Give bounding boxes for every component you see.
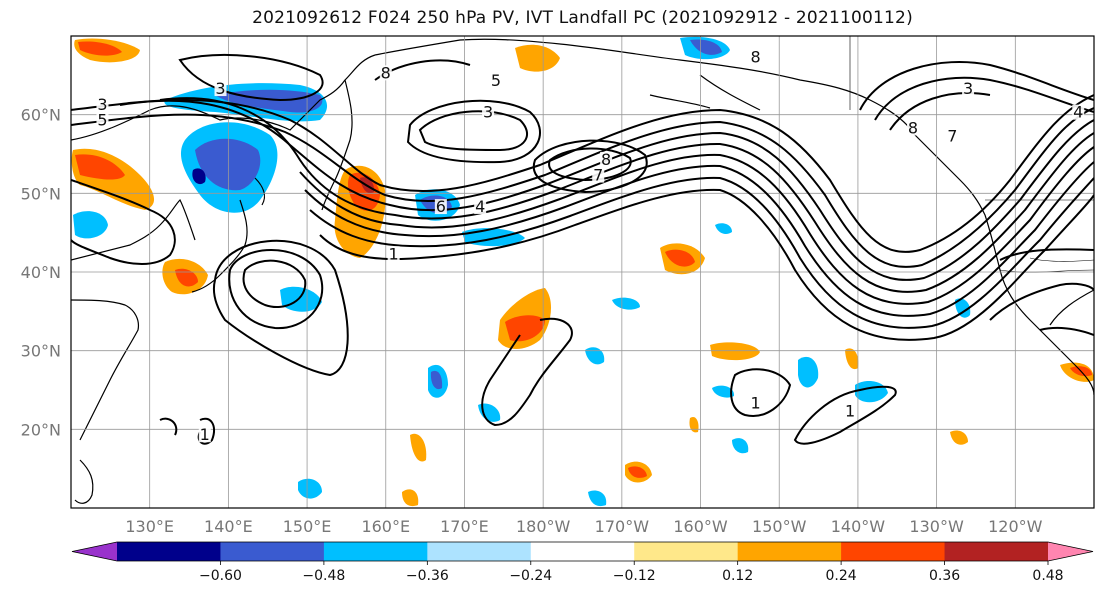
lon-tick-label: 160°W bbox=[673, 517, 728, 536]
contour-label-halo bbox=[96, 96, 109, 112]
contour-label-halo bbox=[749, 395, 762, 411]
contour-label: 3 bbox=[483, 103, 493, 122]
contour-lines bbox=[71, 54, 1094, 445]
contour-label-halo bbox=[474, 199, 487, 215]
contour-label-halo bbox=[907, 120, 920, 136]
lon-tick-label: 150°E bbox=[283, 517, 332, 536]
contour-label-halo bbox=[96, 112, 109, 128]
colorbar-tick-label: −0.60 bbox=[199, 568, 242, 584]
lat-tick-label: 40°N bbox=[21, 263, 61, 282]
colorbar-segment bbox=[634, 542, 739, 561]
lon-tick-label: 160°E bbox=[361, 517, 410, 536]
colorbar-tick-label: 0.48 bbox=[1032, 568, 1063, 584]
colorbar-segment bbox=[530, 542, 635, 561]
lon-tick-label: 180°W bbox=[516, 517, 571, 536]
colorbar-extend-high bbox=[1048, 542, 1093, 561]
lat-tick-label: 20°N bbox=[21, 420, 61, 439]
colorbar-extend-low bbox=[72, 542, 117, 561]
contour-label-halo bbox=[946, 128, 959, 144]
contour-label-halo bbox=[844, 403, 857, 419]
lon-tick-label: 120°W bbox=[988, 517, 1043, 536]
contour-label: 4 bbox=[1073, 103, 1083, 122]
colorbar-tick-label: −0.36 bbox=[406, 568, 449, 584]
contour-label: 3 bbox=[963, 79, 973, 98]
lon-tick-label: 130°E bbox=[125, 517, 174, 536]
colorbar-segment bbox=[737, 542, 842, 561]
colorbar-tick-label: −0.24 bbox=[509, 568, 552, 584]
latitude-labels: 60°N 50°N 40°N 30°N 20°N bbox=[21, 106, 61, 440]
lon-tick-label: 170°W bbox=[595, 517, 650, 536]
contour-label: 7 bbox=[593, 166, 603, 185]
contour-label: 7 bbox=[947, 126, 957, 145]
contour-label-halo bbox=[434, 199, 447, 215]
contour-label-halo bbox=[379, 65, 392, 81]
colorbar-tick-label: −0.48 bbox=[302, 568, 345, 584]
contour-label-halo bbox=[387, 246, 400, 262]
contour-label: 1 bbox=[845, 402, 855, 421]
pv-anomaly-shading bbox=[71, 36, 1094, 507]
lon-tick-label: 130°W bbox=[909, 517, 964, 536]
map-frame bbox=[70, 35, 1095, 509]
colorbar-segment bbox=[117, 542, 221, 561]
contour-label: 5 bbox=[491, 71, 501, 90]
colorbar-tick-label: −0.12 bbox=[613, 568, 656, 584]
colorbar-segment bbox=[323, 542, 428, 561]
longitude-labels: 130°E 140°E 150°E 160°E 170°E 180°W 170°W 160°W… bbox=[125, 517, 1042, 536]
colorbar-segment bbox=[220, 542, 325, 561]
colorbar-outline bbox=[71, 541, 1094, 562]
contour-label-halo bbox=[600, 151, 613, 167]
contour-label: 8 bbox=[601, 150, 611, 169]
contour-label: 3 bbox=[215, 79, 225, 98]
contour-label-halo bbox=[198, 427, 211, 443]
contour-label: 1 bbox=[200, 425, 210, 444]
contour-label: 8 bbox=[908, 118, 918, 137]
lat-tick-label: 60°N bbox=[21, 106, 61, 125]
contour-label-halo bbox=[489, 73, 502, 89]
lon-tick-label: 150°W bbox=[752, 517, 807, 536]
colorbar: −0.60 −0.48 −0.36 −0.24 −0.12 0.12 0.24 0.36 0.4… bbox=[71, 541, 1094, 584]
contour-label: 1 bbox=[389, 244, 399, 263]
colorbar-segment bbox=[427, 542, 532, 561]
contour-label: 8 bbox=[381, 63, 391, 82]
lat-tick-label: 30°N bbox=[21, 342, 61, 361]
figure-title: 2021092612 F024 250 hPa PV, IVT Landfall… bbox=[252, 8, 913, 28]
contour-label: 8 bbox=[751, 48, 761, 67]
colorbar-segment bbox=[841, 542, 946, 561]
contour-label-halo bbox=[1072, 104, 1085, 120]
contour-label-halo bbox=[214, 81, 227, 97]
contour-label: 4 bbox=[475, 197, 485, 216]
lon-tick-label: 140°W bbox=[831, 517, 886, 536]
colorbar-tick-label: 0.36 bbox=[929, 568, 960, 584]
contour-label: 6 bbox=[436, 197, 446, 216]
colorbar-tick-label: 0.12 bbox=[722, 568, 753, 584]
colorbar-segment bbox=[944, 542, 1049, 561]
contour-label: 1 bbox=[751, 394, 761, 413]
lon-tick-label: 140°E bbox=[204, 517, 253, 536]
lon-tick-label: 170°E bbox=[440, 517, 489, 536]
colorbar-tick-label: 0.24 bbox=[826, 568, 857, 584]
lat-tick-label: 50°N bbox=[21, 184, 61, 203]
contour-label-halo bbox=[482, 104, 495, 120]
contour-label: 3 bbox=[97, 95, 107, 114]
contour-label-halo bbox=[749, 49, 762, 65]
contour-label-halo bbox=[962, 81, 975, 97]
contour-label-halo bbox=[592, 167, 605, 183]
contour-label: 5 bbox=[97, 111, 107, 130]
